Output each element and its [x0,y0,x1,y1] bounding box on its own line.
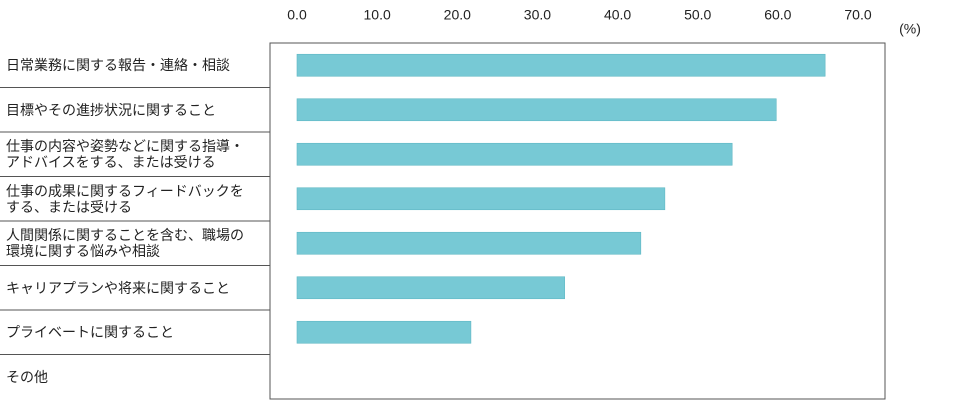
bar [296,187,666,211]
x-tick-label: 0.0 [287,7,307,23]
x-tick-label: 40.0 [604,7,631,23]
bar [296,142,733,166]
category-label: 仕事の成果に関するフィードバックを する、または受ける [6,182,244,215]
x-tick-label: 20.0 [444,7,471,23]
x-tick-label: 10.0 [364,7,391,23]
x-tick-label: 50.0 [684,7,711,23]
x-tick-label: 60.0 [764,7,791,23]
category-label: 仕事の内容や姿勢などに関する指導・ アドバイスをする、または受ける [6,138,244,171]
category-label: キャリアプランや将来に関すること [6,279,230,296]
x-tick-label: 70.0 [844,7,871,23]
bar [296,320,472,344]
category-label: 人間関係に関することを含む、職場の 環境に関する悩みや相談 [6,227,244,260]
unit-label: (%) [899,21,921,37]
bar [296,98,777,122]
bar [296,231,642,255]
category-label: プライベートに関すること [6,324,174,341]
category-label: 日常業務に関する報告・連絡・相談 [6,57,230,74]
category-label: その他 [6,368,48,385]
x-tick-label: 30.0 [524,7,551,23]
category-label: 目標やその進捗状況に関すること [6,101,216,118]
bar [296,276,565,300]
bar [296,53,826,77]
plot-frame [269,42,886,400]
